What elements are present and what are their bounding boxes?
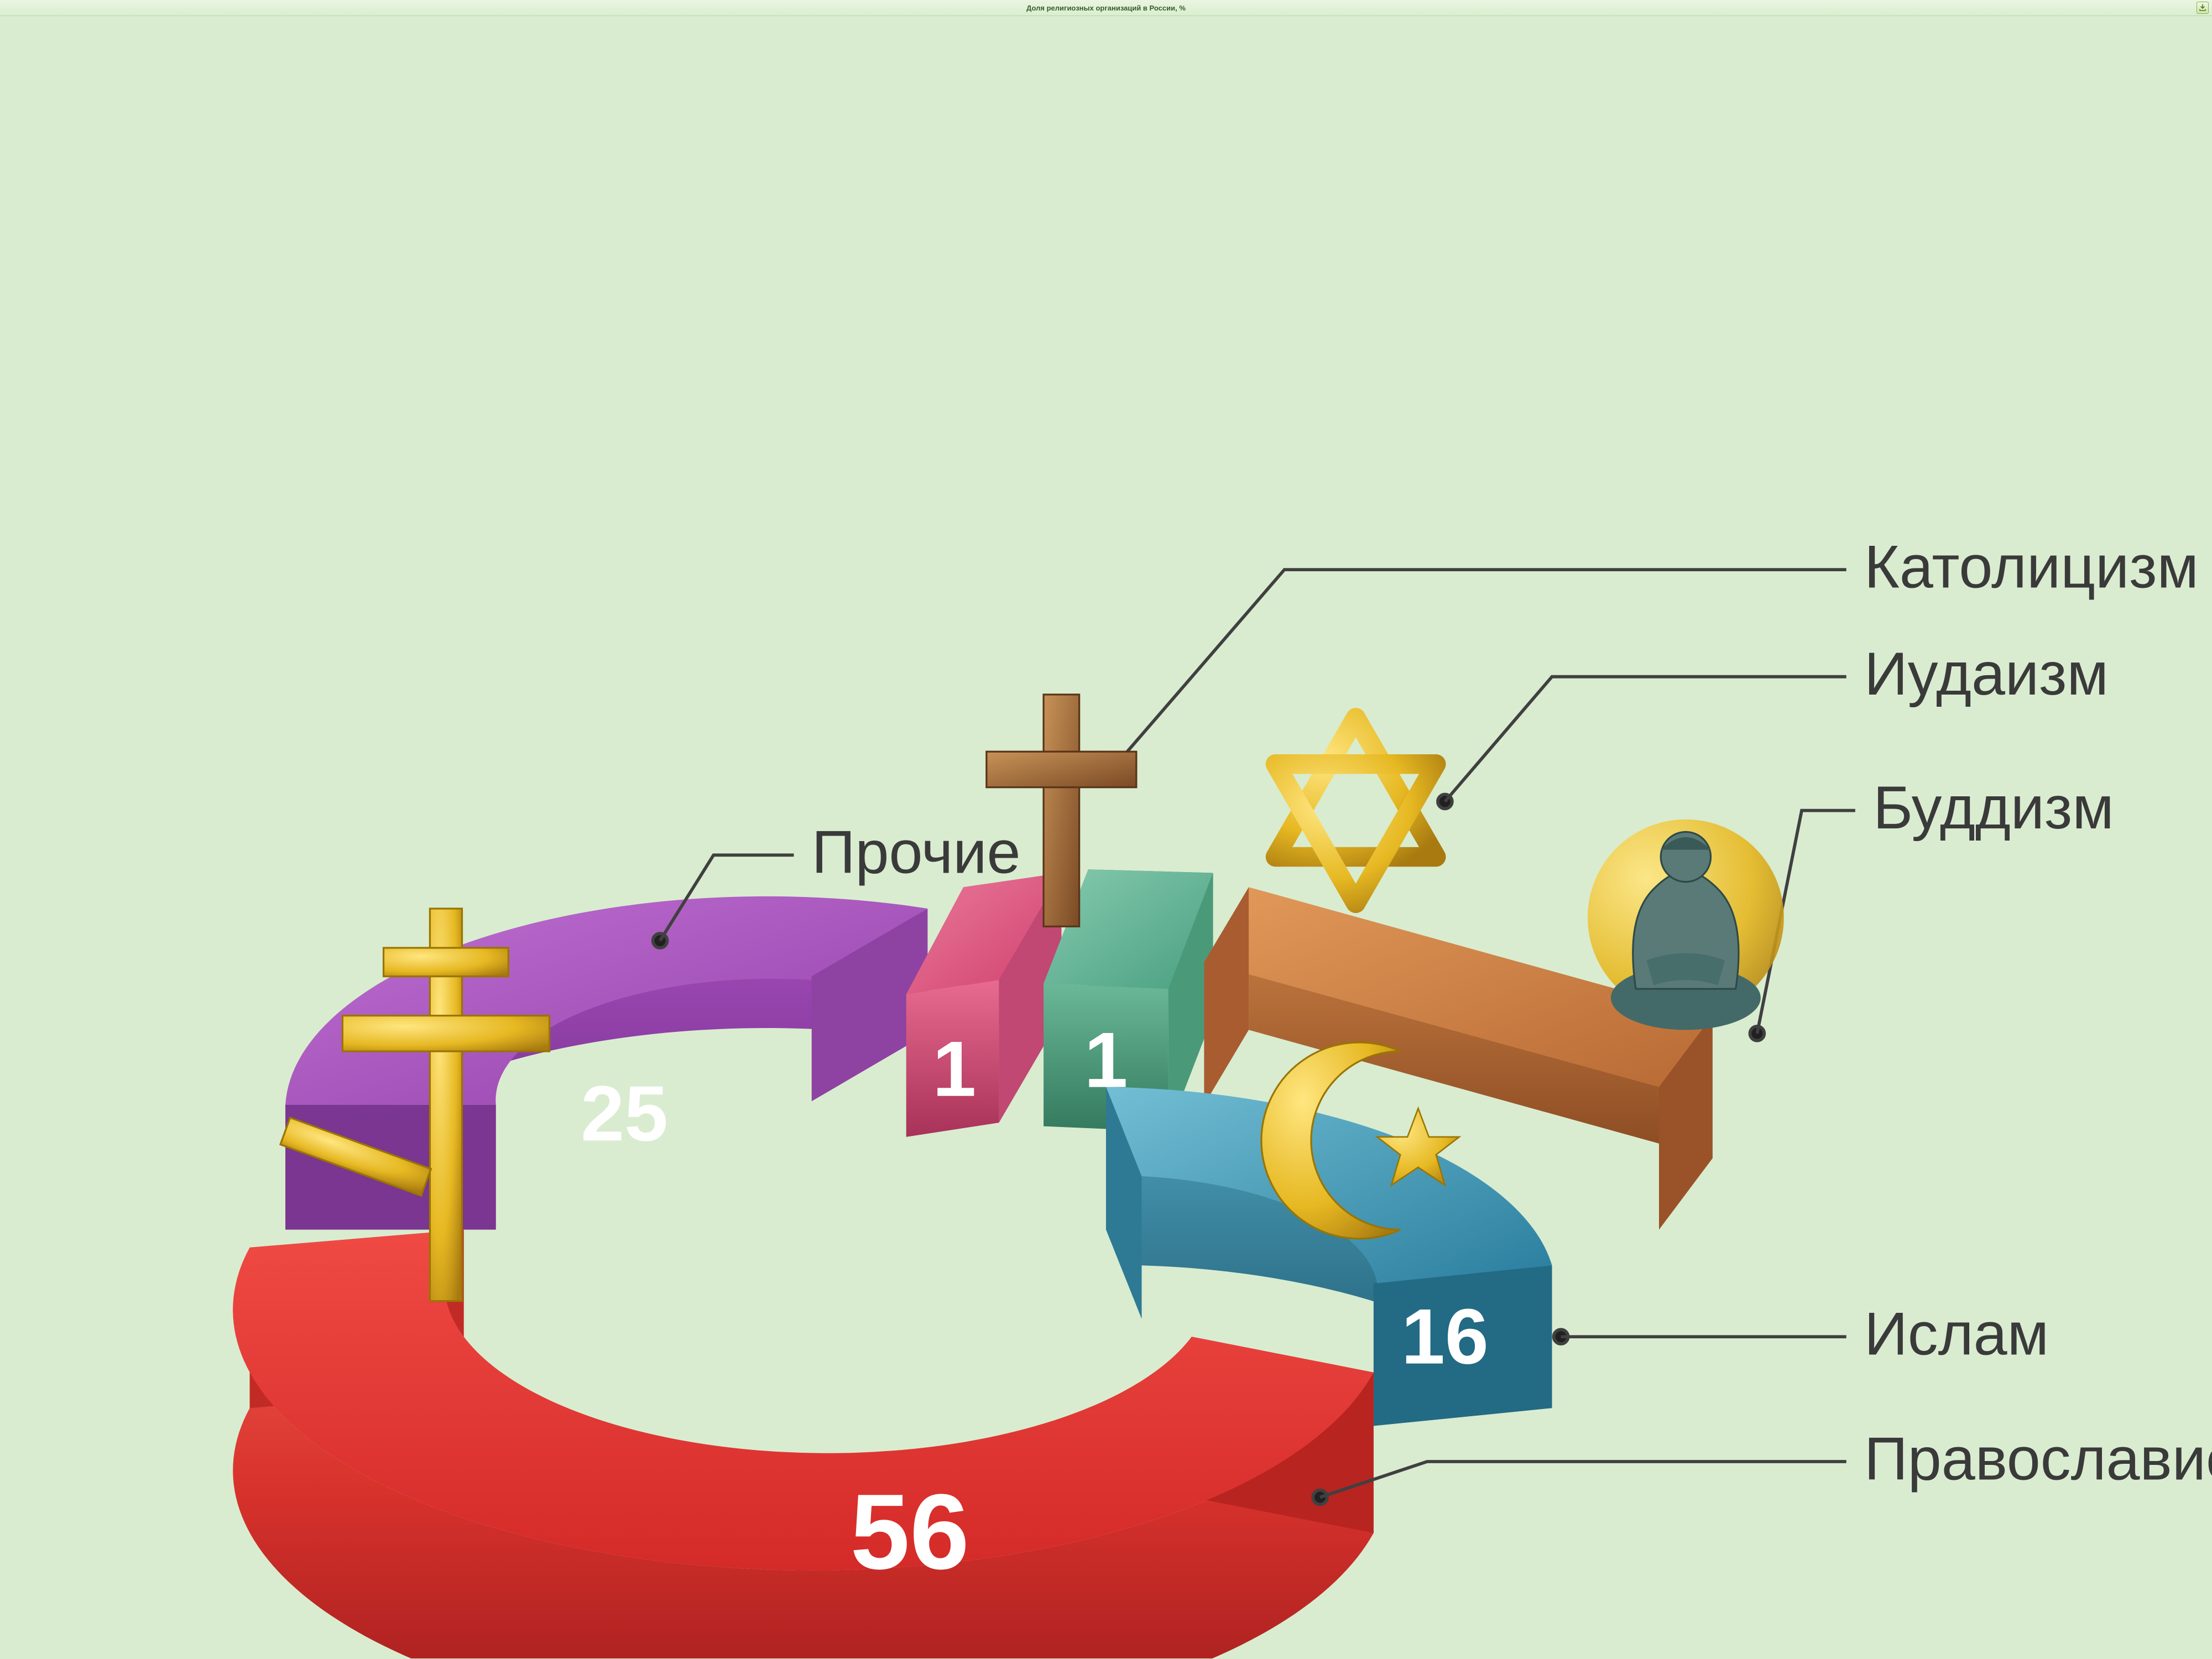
download-button[interactable] bbox=[2197, 2, 2209, 14]
value-catholicism: 1 bbox=[932, 1026, 976, 1113]
value-other: 25 bbox=[581, 1070, 668, 1157]
label-judaism: Иудаизм bbox=[1864, 640, 2109, 708]
value-orthodoxy: 56 bbox=[851, 1473, 969, 1592]
label-catholicism: Католицизм bbox=[1864, 533, 2199, 601]
label-other: Прочие bbox=[812, 819, 1021, 886]
buddha-icon bbox=[1588, 820, 1784, 1030]
donut-chart: 56 16 1 1 25 Прочие Католицизм Иудаизм Б… bbox=[0, 16, 2212, 1658]
label-islam: Ислам bbox=[1864, 1300, 2049, 1368]
label-buddhism: Буддизм bbox=[1873, 774, 2114, 842]
title-bar: Доля религиозных организаций в России, % bbox=[0, 0, 2212, 16]
value-judaism: 1 bbox=[1084, 1017, 1128, 1104]
label-orthodoxy: Православие bbox=[1864, 1425, 2212, 1493]
value-islam: 16 bbox=[1401, 1293, 1489, 1381]
slice-orthodoxy bbox=[233, 1230, 1374, 1658]
chart-area: 56 16 1 1 25 Прочие Католицизм Иудаизм Б… bbox=[0, 16, 2212, 1658]
page-title: Доля религиозных организаций в России, % bbox=[1026, 4, 1186, 12]
download-icon bbox=[2199, 4, 2206, 12]
slice-catholicism bbox=[906, 873, 1062, 1137]
star-of-david-icon bbox=[1275, 718, 1436, 903]
